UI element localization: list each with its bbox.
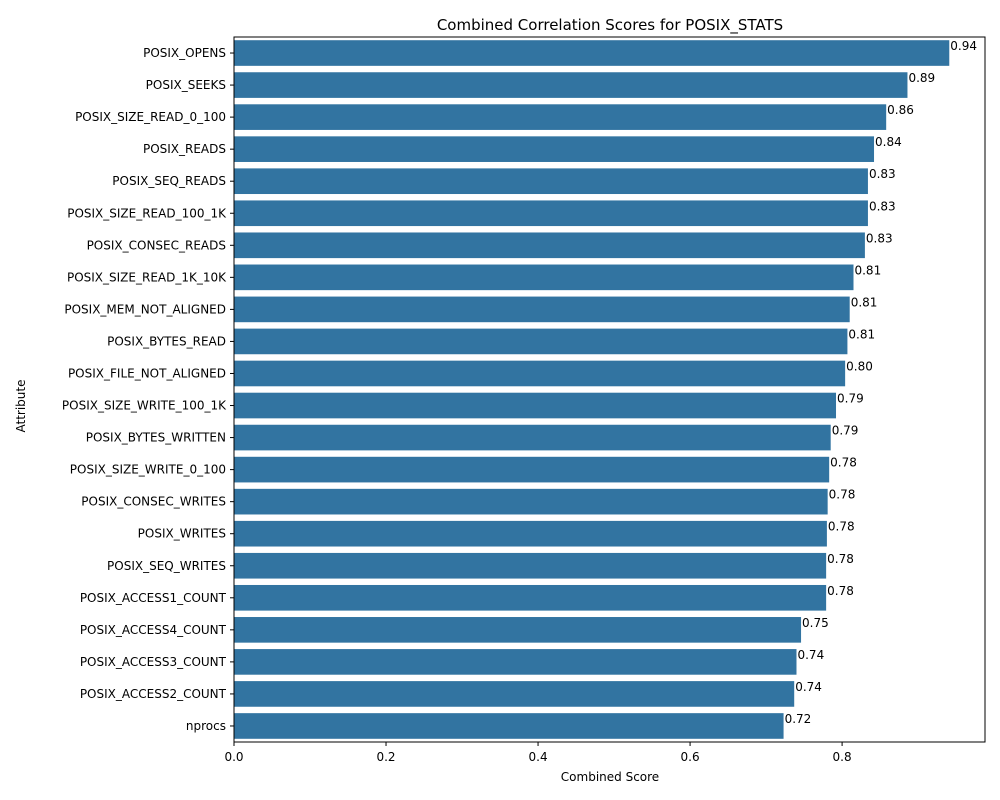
- data-label: 0.80: [846, 359, 873, 373]
- y-axis-title: Attribute: [14, 380, 28, 433]
- y-tick-label: POSIX_SEQ_READS: [112, 174, 226, 188]
- plot-frame: [233, 36, 986, 743]
- bar-7: [234, 232, 865, 259]
- bar-11: [234, 360, 846, 387]
- x-tick-label: 0.6: [681, 750, 700, 764]
- bar-9: [234, 296, 850, 323]
- bar-2: [234, 72, 908, 98]
- bar-4: [234, 136, 875, 162]
- y-tick-label: POSIX_SIZE_READ_1K_10K: [67, 270, 227, 284]
- data-label: 0.78: [828, 520, 855, 534]
- y-tick-label: POSIX_SEEKS: [146, 78, 226, 92]
- y-tick-label: POSIX_ACCESS4_COUNT: [80, 623, 227, 637]
- data-label: 0.78: [827, 584, 854, 598]
- data-label: 0.83: [869, 199, 896, 213]
- data-label: 0.94: [950, 39, 977, 53]
- bar-21: [234, 681, 795, 707]
- y-tick-label: POSIX_CONSEC_WRITES: [81, 495, 226, 509]
- data-label: 0.83: [866, 231, 893, 245]
- y-tick-label: POSIX_SIZE_READ_100_1K: [67, 206, 227, 220]
- x-tick-label: 0.8: [833, 750, 852, 764]
- data-label: 0.75: [802, 616, 829, 630]
- y-tick-label: POSIX_READS: [143, 142, 226, 156]
- data-label: 0.83: [869, 167, 896, 181]
- y-tick-label: POSIX_FILE_NOT_ALIGNED: [68, 366, 226, 380]
- y-tick-labels: POSIX_OPENS POSIX_SEEKS POSIX_SIZE_READ_0_…: [62, 46, 234, 733]
- bar-15: [234, 488, 828, 515]
- data-label: 0.72: [785, 712, 812, 726]
- data-label: 0.78: [829, 488, 856, 502]
- x-tick-label: 0.4: [529, 750, 548, 764]
- y-tick-label: POSIX_ACCESS2_COUNT: [80, 687, 227, 701]
- data-label: 0.79: [832, 424, 859, 438]
- y-tick-label: POSIX_BYTES_WRITTEN: [86, 431, 226, 445]
- bars-group: [234, 40, 950, 739]
- y-tick-label: POSIX_SEQ_WRITES: [107, 559, 226, 573]
- bar-5: [234, 168, 868, 195]
- data-label: 0.74: [797, 648, 824, 662]
- data-label: 0.81: [848, 327, 875, 341]
- bar-14: [234, 456, 830, 483]
- data-label: 0.86: [887, 103, 914, 117]
- bar-18: [234, 584, 827, 611]
- x-axis: 0.0 0.2 0.4 0.6 0.8: [224, 742, 852, 764]
- bar-17: [234, 552, 827, 579]
- data-label: 0.81: [854, 263, 881, 277]
- data-label: 0.74: [795, 680, 822, 694]
- data-labels: 0.94 0.89 0.86 0.84 0.83 0.83 0.83 0.81 0.81 0.81…: [785, 39, 977, 726]
- y-tick-label: POSIX_OPENS: [143, 46, 226, 60]
- y-tick-label: POSIX_SIZE_WRITE_100_1K: [62, 399, 227, 413]
- data-label: 0.78: [827, 552, 854, 566]
- x-tick-label: 0.0: [224, 750, 243, 764]
- bar-12: [234, 392, 837, 419]
- y-tick-label: POSIX_SIZE_WRITE_0_100: [70, 463, 226, 477]
- y-tick-label: nprocs: [186, 719, 226, 733]
- bar-3: [234, 104, 887, 130]
- bar-20: [234, 649, 797, 675]
- y-tick-label: POSIX_ACCESS1_COUNT: [80, 591, 227, 605]
- data-label: 0.79: [837, 392, 864, 406]
- y-tick-label: POSIX_BYTES_READ: [107, 334, 226, 348]
- data-label: 0.84: [875, 135, 902, 149]
- y-tick-label: POSIX_MEM_NOT_ALIGNED: [64, 302, 226, 316]
- data-label: 0.78: [830, 456, 857, 470]
- data-label: 0.89: [908, 71, 935, 85]
- y-tick-label: POSIX_ACCESS3_COUNT: [80, 655, 227, 669]
- data-label: 0.81: [851, 295, 878, 309]
- bar-13: [234, 424, 831, 451]
- y-tick-label: POSIX_WRITES: [138, 527, 226, 541]
- bar-1: [234, 40, 950, 66]
- bar-10: [234, 328, 848, 355]
- y-tick-label: POSIX_SIZE_READ_0_100: [75, 110, 226, 124]
- bar-16: [234, 520, 827, 547]
- y-tick-label: POSIX_CONSEC_READS: [87, 238, 226, 252]
- bar-19: [234, 617, 802, 643]
- x-axis-title: Combined Score: [561, 770, 659, 784]
- bar-8: [234, 264, 854, 291]
- x-tick-label: 0.2: [376, 750, 395, 764]
- bar-22: [234, 713, 784, 739]
- bar-6: [234, 200, 868, 227]
- chart-title: Combined Correlation Scores for POSIX_ST…: [437, 16, 783, 35]
